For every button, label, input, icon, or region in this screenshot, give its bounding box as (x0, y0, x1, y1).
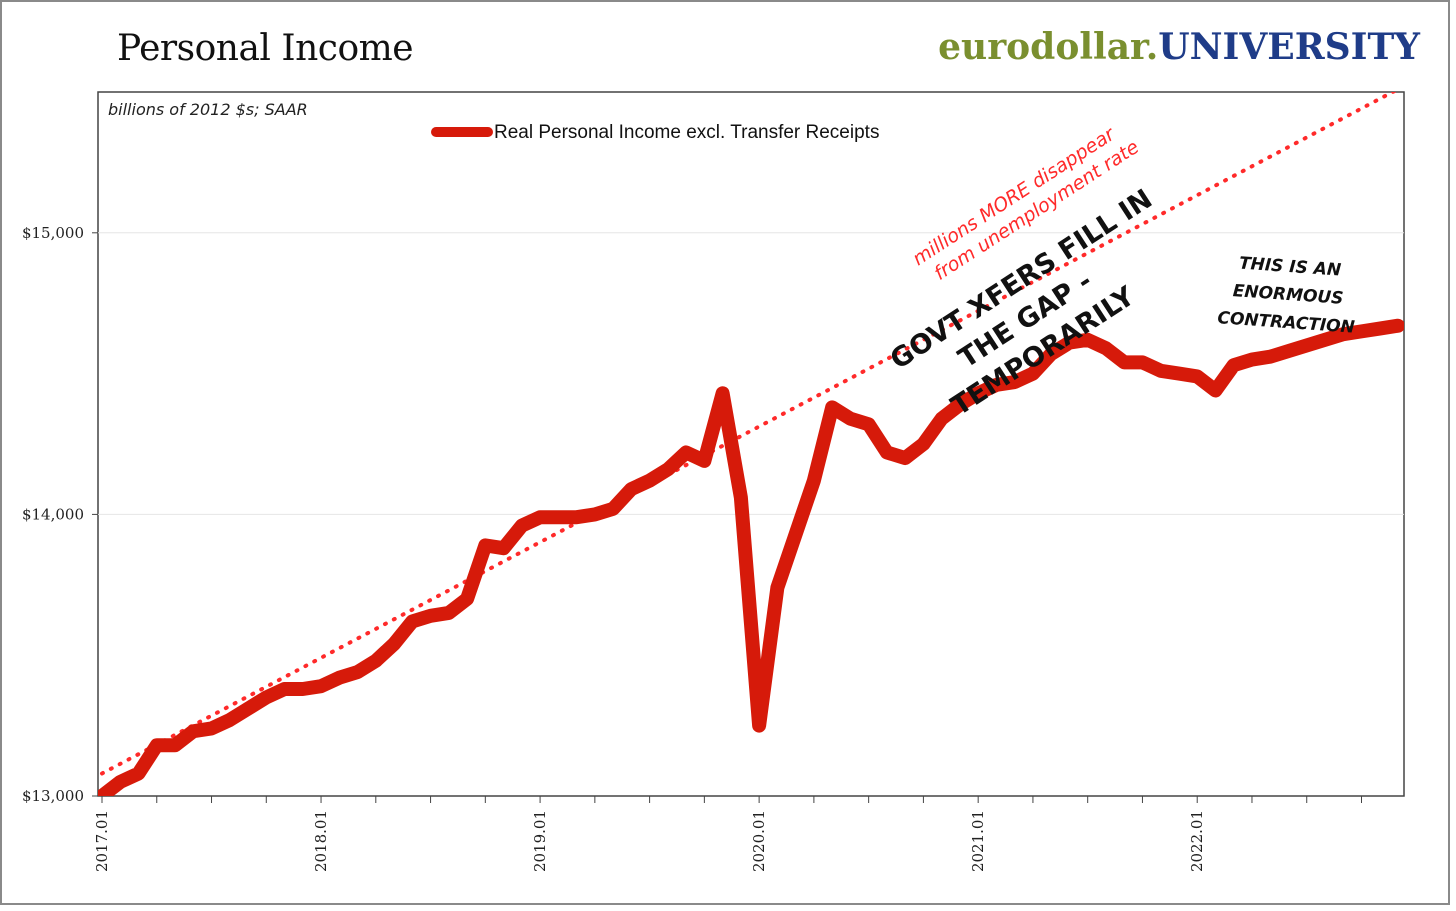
x-tick-label: 2019.01 (531, 810, 549, 872)
y-tick-label: $13,000 (22, 787, 84, 805)
series-line-real-personal-income (98, 318, 1404, 796)
legend: Real Personal Income excl. Transfer Rece… (431, 122, 879, 143)
y-axis: $13,000 $14,000 $15,000 (22, 224, 98, 805)
logo-part-1: eurodollar. (938, 26, 1159, 68)
x-axis: 2017.01 2018.01 2019.01 2020.01 2021.01 2022.… (93, 796, 1362, 872)
x-tick-label: 2020.01 (750, 810, 768, 872)
page-title: Personal Income (117, 28, 414, 69)
x-tick-label: 2017.01 (93, 810, 111, 872)
y-tick-label: $14,000 (22, 505, 84, 523)
x-tick-label: 2021.01 (969, 810, 987, 872)
legend-label: Real Personal Income excl. Transfer Rece… (494, 122, 879, 143)
trend-line-dotted (100, 92, 1397, 776)
x-tick-label: 2018.01 (312, 810, 330, 872)
series-layer (98, 92, 1404, 796)
grid-lines (98, 232, 1404, 515)
y-tick-label: $15,000 (22, 224, 84, 242)
x-tick-label: 2022.01 (1188, 810, 1206, 872)
logo-part-2: UNIVERSITY (1158, 26, 1420, 68)
units-note: billions of 2012 $s; SAAR (108, 100, 308, 119)
logo: eurodollar.UNIVERSITY (938, 26, 1420, 68)
